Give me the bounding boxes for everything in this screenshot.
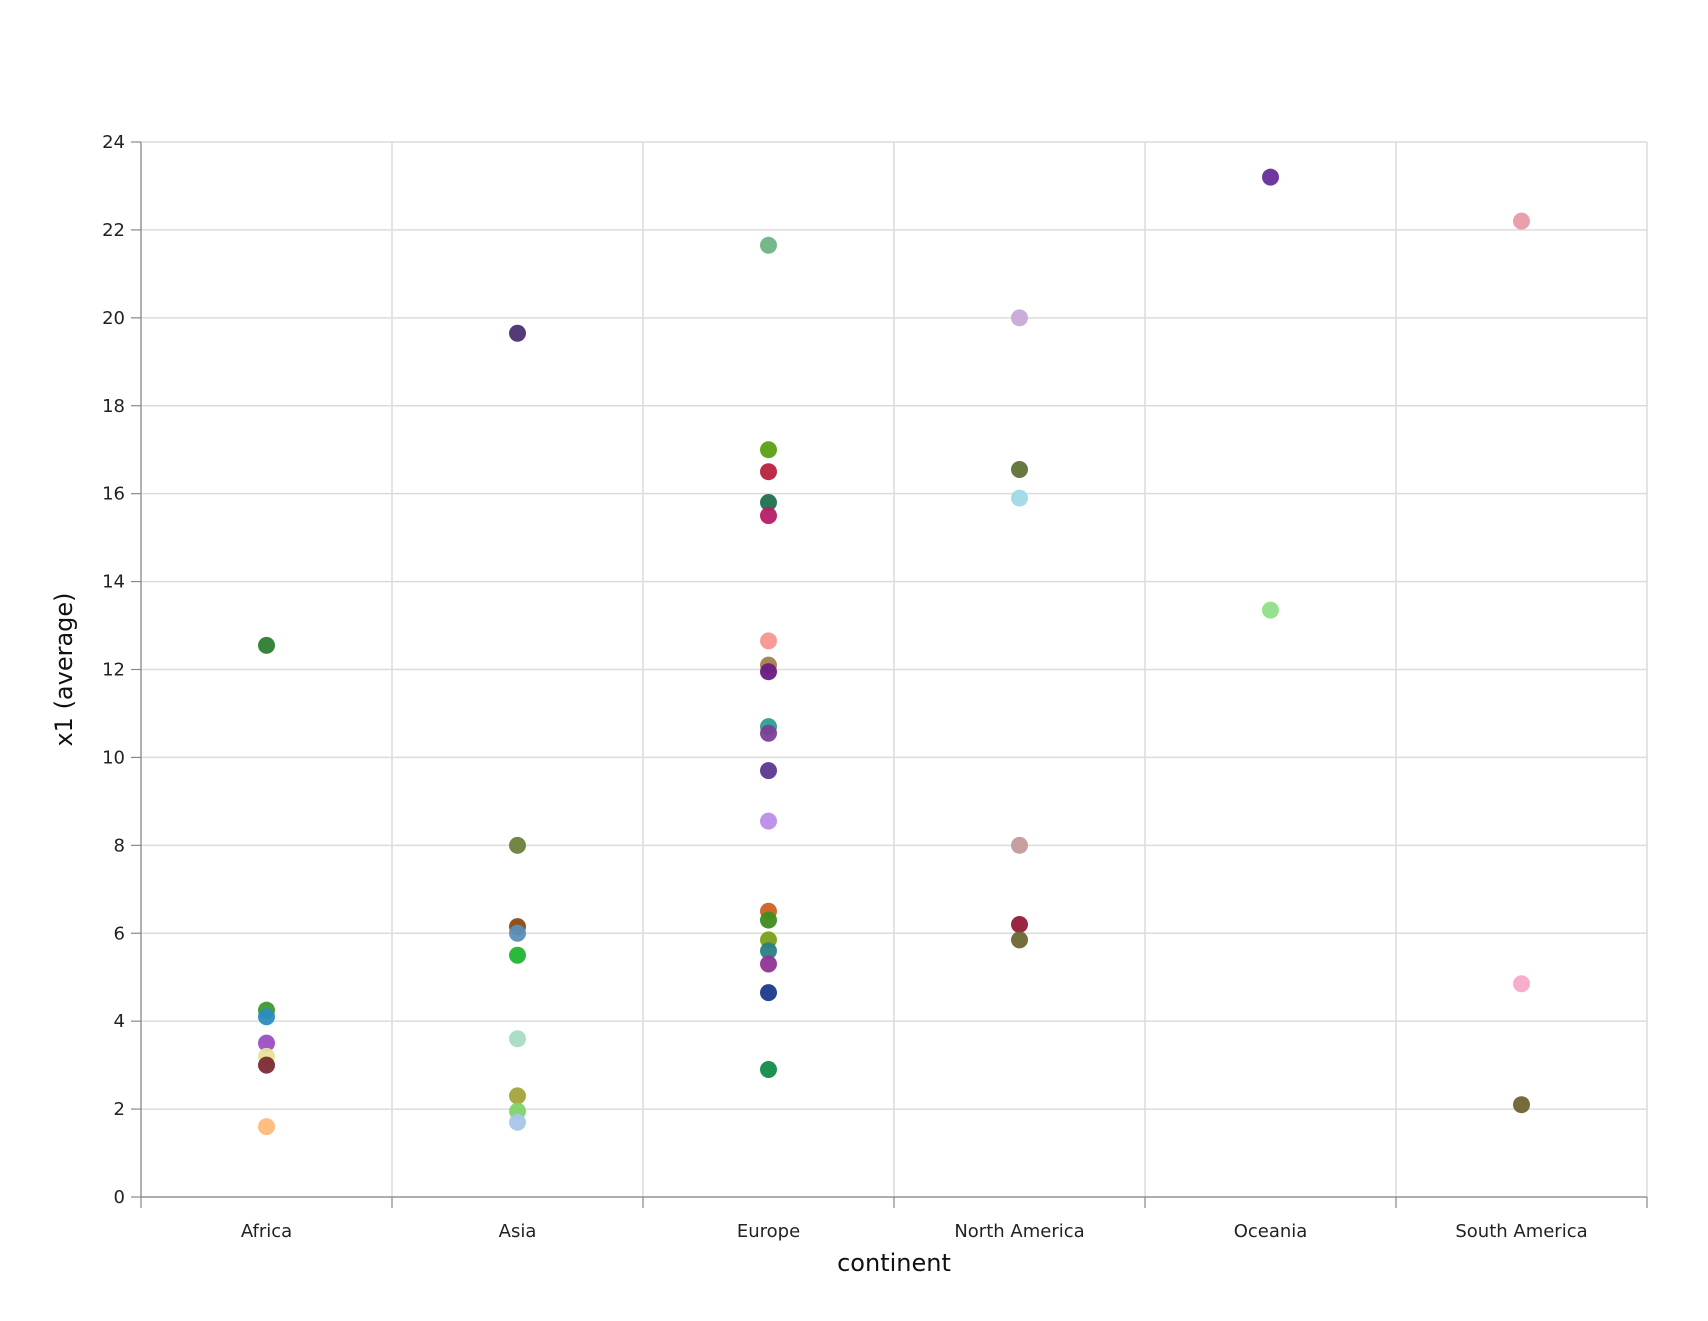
y-tick-label: 18 (102, 396, 125, 417)
data-point (509, 1030, 526, 1048)
y-tick-label: 16 (102, 484, 125, 505)
x-axis-title: continent (837, 1249, 951, 1277)
x-tick-label: Oceania (1234, 1221, 1308, 1242)
x-tick-label: Asia (499, 1221, 537, 1242)
data-point (760, 632, 777, 650)
y-tick-label: 8 (114, 835, 125, 856)
data-point (1513, 212, 1530, 230)
data-point (760, 236, 777, 254)
data-point (509, 324, 526, 342)
y-tick-label: 0 (114, 1187, 125, 1208)
y-tick-label: 20 (102, 308, 125, 329)
data-point (258, 636, 275, 654)
data-point (760, 1061, 777, 1079)
y-tick-label: 6 (114, 923, 125, 944)
x-tick-label: South America (1455, 1221, 1587, 1242)
data-point (1262, 601, 1279, 619)
data-point (258, 1034, 275, 1052)
data-point (1513, 1096, 1530, 1114)
x-tick-label: Europe (737, 1221, 800, 1242)
data-points (258, 168, 1530, 1136)
data-point (509, 1087, 526, 1105)
data-point (1513, 975, 1530, 993)
data-point (760, 663, 777, 681)
data-point (509, 946, 526, 964)
data-point (1011, 915, 1028, 933)
data-point (509, 1113, 526, 1131)
data-point (760, 911, 777, 929)
data-point (760, 984, 777, 1002)
data-point (258, 1118, 275, 1136)
data-point (760, 441, 777, 459)
y-tick-label: 12 (102, 660, 125, 681)
y-tick-label: 14 (102, 572, 125, 593)
y-tick-label: 4 (114, 1011, 125, 1032)
data-point (1262, 168, 1279, 186)
data-point (760, 762, 777, 780)
data-point (760, 812, 777, 830)
y-tick-label: 22 (102, 220, 125, 241)
x-tick-label: North America (954, 1221, 1084, 1242)
data-point (1011, 460, 1028, 478)
data-point (760, 463, 777, 481)
data-point (760, 942, 777, 960)
data-point (258, 1008, 275, 1026)
data-point (1011, 836, 1028, 854)
y-tick-label: 10 (102, 747, 125, 768)
gridlines (140, 141, 1648, 1198)
data-point (1011, 489, 1028, 507)
data-point (1011, 309, 1028, 327)
y-axis-title: x1 (average) (50, 592, 78, 746)
y-tick-label: 2 (114, 1099, 125, 1120)
y-tick-label: 24 (102, 132, 125, 153)
x-tick-label: Africa (241, 1221, 292, 1242)
data-point (760, 493, 777, 511)
data-point (509, 924, 526, 942)
data-point (258, 1056, 275, 1074)
data-point (760, 955, 777, 973)
data-point (760, 724, 777, 742)
data-point (1011, 931, 1028, 949)
data-point (760, 507, 777, 525)
data-point (509, 836, 526, 854)
